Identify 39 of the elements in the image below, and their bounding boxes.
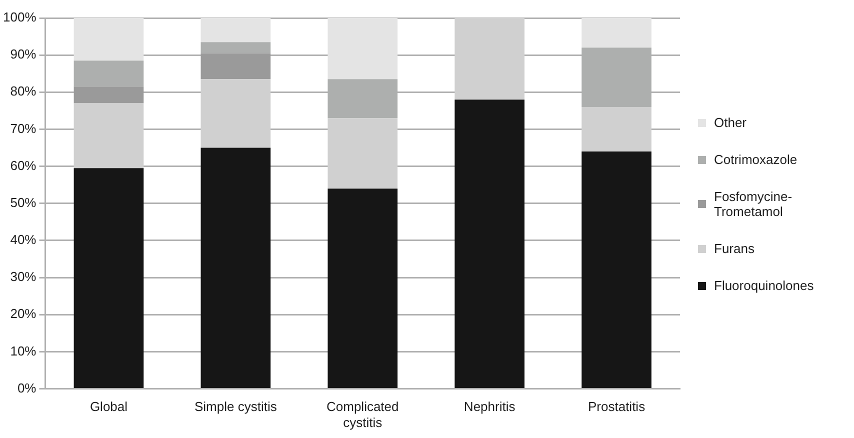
y-tick-label: 80% — [10, 84, 37, 99]
legend-label: Fluoroquinolones — [714, 278, 815, 293]
bar — [74, 86, 144, 104]
bar — [200, 42, 271, 54]
bar — [328, 188, 398, 388]
x-tick-label: Complicated cystitis — [326, 399, 399, 430]
legend-label: Fosfomycine-Trometamol — [714, 189, 794, 219]
bar — [582, 151, 652, 388]
bar — [582, 106, 652, 152]
x-tick-label: Global — [90, 399, 128, 414]
y-tick-label: 70% — [10, 120, 37, 136]
x-tick-label: Nephritis — [464, 399, 516, 414]
bar — [200, 79, 271, 148]
y-tick-label: 50% — [10, 194, 37, 210]
bar — [200, 53, 271, 80]
bar — [74, 168, 144, 388]
bar — [200, 148, 271, 388]
x-tick-label: Simple cystitis — [194, 399, 278, 414]
y-tick-label: 90% — [10, 46, 37, 62]
bar — [200, 18, 271, 42]
bar — [74, 18, 144, 61]
bar — [328, 118, 398, 189]
y-tick-label: 30% — [10, 269, 37, 284]
legend-label: Furans — [714, 241, 756, 256]
x-tick-label: Prostatitis — [588, 399, 646, 414]
legend-label: Cotrimoxazole — [714, 152, 798, 167]
y-tick-label: 0% — [17, 380, 37, 396]
bar — [74, 60, 144, 87]
y-tick-label: 10% — [10, 343, 37, 358]
bar — [74, 103, 144, 168]
y-tick-label: 40% — [10, 232, 37, 248]
y-tick-label: 20% — [10, 306, 37, 322]
y-tick-label: 60% — [10, 158, 37, 173]
bar — [454, 18, 524, 100]
legend-label: Other — [714, 115, 748, 130]
bar — [582, 18, 652, 48]
bar — [328, 18, 398, 80]
bar — [454, 100, 524, 388]
y-tick-label: 100% — [3, 10, 37, 25]
